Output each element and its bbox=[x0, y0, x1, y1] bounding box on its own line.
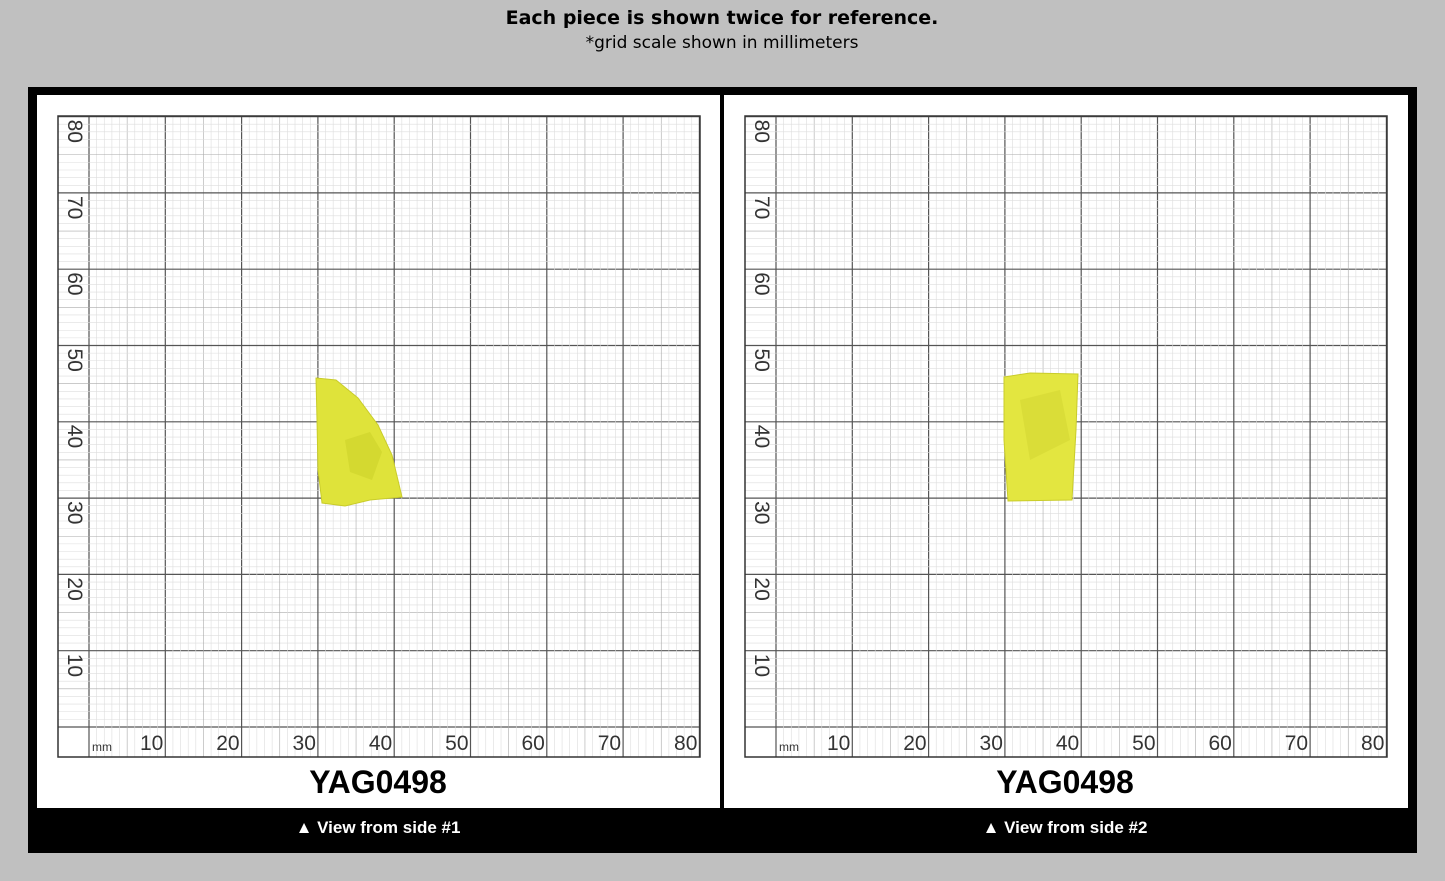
x-label: 20 bbox=[216, 732, 239, 755]
x-label: 10 bbox=[827, 732, 850, 755]
x-label: 10 bbox=[140, 732, 163, 755]
y-label: 20 bbox=[750, 577, 773, 600]
y-label: 70 bbox=[750, 196, 773, 219]
y-label: 10 bbox=[750, 654, 773, 677]
y-label: 70 bbox=[63, 196, 86, 219]
x-label: 70 bbox=[1285, 732, 1308, 755]
piece-label: YAG0498 bbox=[309, 764, 447, 800]
x-label: 70 bbox=[598, 732, 621, 755]
y-label: 50 bbox=[750, 349, 773, 372]
x-label: 40 bbox=[1056, 732, 1079, 755]
x-label: 50 bbox=[445, 732, 468, 755]
y-label: 80 bbox=[750, 120, 773, 143]
y-label: 10 bbox=[63, 654, 86, 677]
y-label: 40 bbox=[750, 425, 773, 448]
x-label: 50 bbox=[1132, 732, 1155, 755]
grid-border bbox=[744, 115, 1388, 758]
y-label: 20 bbox=[63, 577, 86, 600]
x-label: 60 bbox=[521, 732, 544, 755]
x-label: 80 bbox=[1361, 732, 1384, 755]
grid-border bbox=[57, 115, 701, 758]
x-label: 20 bbox=[903, 732, 926, 755]
piece-label: YAG0498 bbox=[996, 764, 1134, 800]
panel: mm 10 20 30 40 50 60 70 80 10 20 30 40 50 60 70 80 YAG049… bbox=[57, 115, 701, 800]
subtitle: *grid scale shown in millimeters bbox=[586, 33, 859, 53]
y-label: 30 bbox=[750, 501, 773, 524]
x-label: 30 bbox=[293, 732, 316, 755]
x-label: 60 bbox=[1208, 732, 1231, 755]
caption: ▲ View from side #2 bbox=[983, 818, 1148, 837]
y-label: 60 bbox=[750, 272, 773, 295]
title: Each piece is shown twice for reference. bbox=[506, 7, 939, 29]
y-label: 60 bbox=[63, 272, 86, 295]
unit-label: mm bbox=[92, 740, 112, 754]
x-label: 80 bbox=[674, 732, 697, 755]
unit-label: mm bbox=[779, 740, 799, 754]
caption: ▲ View from side #1 bbox=[296, 818, 461, 837]
gem-facet bbox=[345, 432, 382, 480]
y-label: 50 bbox=[63, 349, 86, 372]
gem-facet bbox=[1020, 390, 1070, 460]
y-label: 40 bbox=[63, 425, 86, 448]
x-label: 30 bbox=[980, 732, 1003, 755]
x-label: 40 bbox=[369, 732, 392, 755]
panel: mm 10 20 30 40 50 60 70 80 10 20 30 40 50 60 70 80 YAG049… bbox=[744, 115, 1388, 800]
y-label: 30 bbox=[63, 501, 86, 524]
y-label: 80 bbox=[63, 120, 86, 143]
